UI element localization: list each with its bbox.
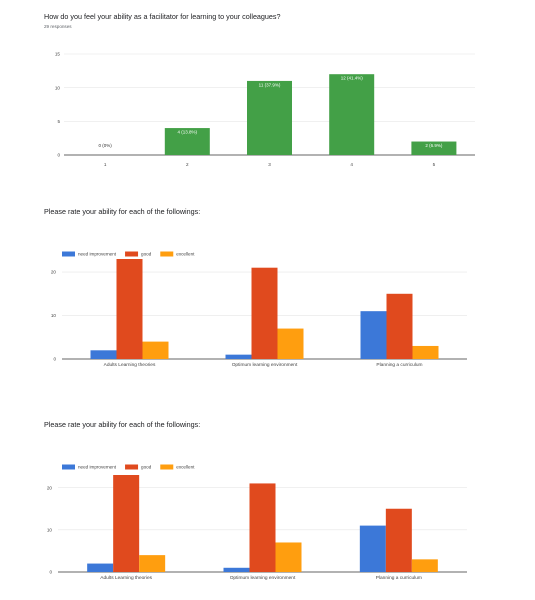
bar bbox=[386, 293, 413, 359]
chart-panel-3: Please rate your ability for each of the… bbox=[0, 405, 535, 600]
y-tick-label: 20 bbox=[47, 485, 53, 490]
legend-label: good bbox=[141, 252, 152, 257]
bar bbox=[247, 80, 292, 155]
bar bbox=[277, 328, 304, 359]
bar bbox=[275, 542, 302, 572]
x-tick-label: 4 bbox=[350, 162, 353, 167]
bar bbox=[411, 559, 438, 572]
bar bbox=[116, 259, 143, 359]
bar bbox=[385, 508, 412, 572]
chart-1-svg: 0 5 10 15 0 (0%) 1 4 (13.8%) 2 11 (37.9%) 3 12 (41… bbox=[55, 52, 475, 167]
legend-swatch bbox=[62, 464, 75, 470]
y-tick-label: 0 bbox=[53, 357, 56, 362]
bar bbox=[360, 311, 387, 359]
bar bbox=[164, 128, 210, 155]
data-label: 0 (0%) bbox=[98, 143, 112, 148]
bar bbox=[225, 354, 252, 359]
bar bbox=[223, 567, 250, 572]
x-tick-label: 3 bbox=[268, 162, 271, 167]
chart-2-title: Please rate your ability for each of the… bbox=[44, 207, 201, 216]
y-tick-label: 0 bbox=[49, 570, 52, 575]
chart-panel-1: How do you feel your ability as a facili… bbox=[0, 0, 535, 190]
x-tick-label: Adults Learning theories bbox=[100, 575, 152, 581]
x-tick-label: 2 bbox=[186, 162, 189, 167]
bar bbox=[142, 341, 169, 359]
x-tick-label: Adults Learning theories bbox=[104, 362, 156, 368]
legend-swatch bbox=[160, 464, 174, 470]
data-label: 12 (41.4%) bbox=[341, 76, 364, 81]
legend-label: excellent bbox=[176, 252, 195, 257]
x-tick-label: Optimum learning environment bbox=[230, 575, 296, 581]
legend-swatch bbox=[125, 464, 139, 470]
legend-label: need improvement bbox=[78, 252, 117, 257]
x-tick-label: Planning a curriculum bbox=[376, 362, 422, 368]
chart-2-svg: 0 10 20 Adults Learning theories Optimum lea… bbox=[51, 251, 467, 368]
bar bbox=[113, 475, 140, 572]
y-tick-label: 10 bbox=[51, 313, 57, 318]
bar bbox=[359, 525, 386, 572]
legend-label: excellent bbox=[176, 465, 195, 470]
legend-swatch bbox=[62, 251, 75, 257]
legend-label: good bbox=[141, 465, 152, 470]
chart-1-title: How do you feel your ability as a facili… bbox=[44, 12, 281, 21]
bar bbox=[329, 74, 375, 155]
y-tick-label: 5 bbox=[57, 119, 60, 124]
y-tick-label: 10 bbox=[55, 85, 61, 90]
x-tick-label: Optimum learning environment bbox=[232, 362, 298, 368]
bar bbox=[90, 350, 117, 359]
data-label: 11 (37.9%) bbox=[259, 82, 281, 87]
x-tick-label: Planning a curriculum bbox=[376, 575, 422, 581]
chart-panel-2: Please rate your ability for each of the… bbox=[0, 190, 535, 390]
bar bbox=[412, 345, 439, 359]
chart-3-svg: 0 10 20 Adults Learning theories Optimum lea… bbox=[47, 464, 467, 581]
x-tick-label: 5 bbox=[433, 162, 436, 167]
bar bbox=[87, 563, 114, 572]
legend-swatch bbox=[160, 251, 174, 257]
bar bbox=[249, 483, 276, 572]
y-tick-label: 0 bbox=[57, 153, 60, 158]
chart-1-subtitle: 29 responses bbox=[44, 24, 72, 29]
bar bbox=[139, 555, 166, 572]
data-label: 4 (13.8%) bbox=[178, 130, 198, 135]
bar bbox=[411, 141, 457, 155]
y-tick-label: 20 bbox=[51, 270, 57, 275]
legend-swatch bbox=[125, 251, 139, 257]
data-label: 2 (6.9%) bbox=[425, 143, 443, 148]
chart-3-title: Please rate your ability for each of the… bbox=[44, 420, 201, 429]
bar bbox=[251, 267, 278, 359]
y-tick-label: 15 bbox=[55, 52, 61, 57]
y-tick-label: 10 bbox=[47, 527, 53, 532]
x-tick-label: 1 bbox=[104, 162, 107, 167]
legend-label: need improvement bbox=[78, 465, 117, 470]
